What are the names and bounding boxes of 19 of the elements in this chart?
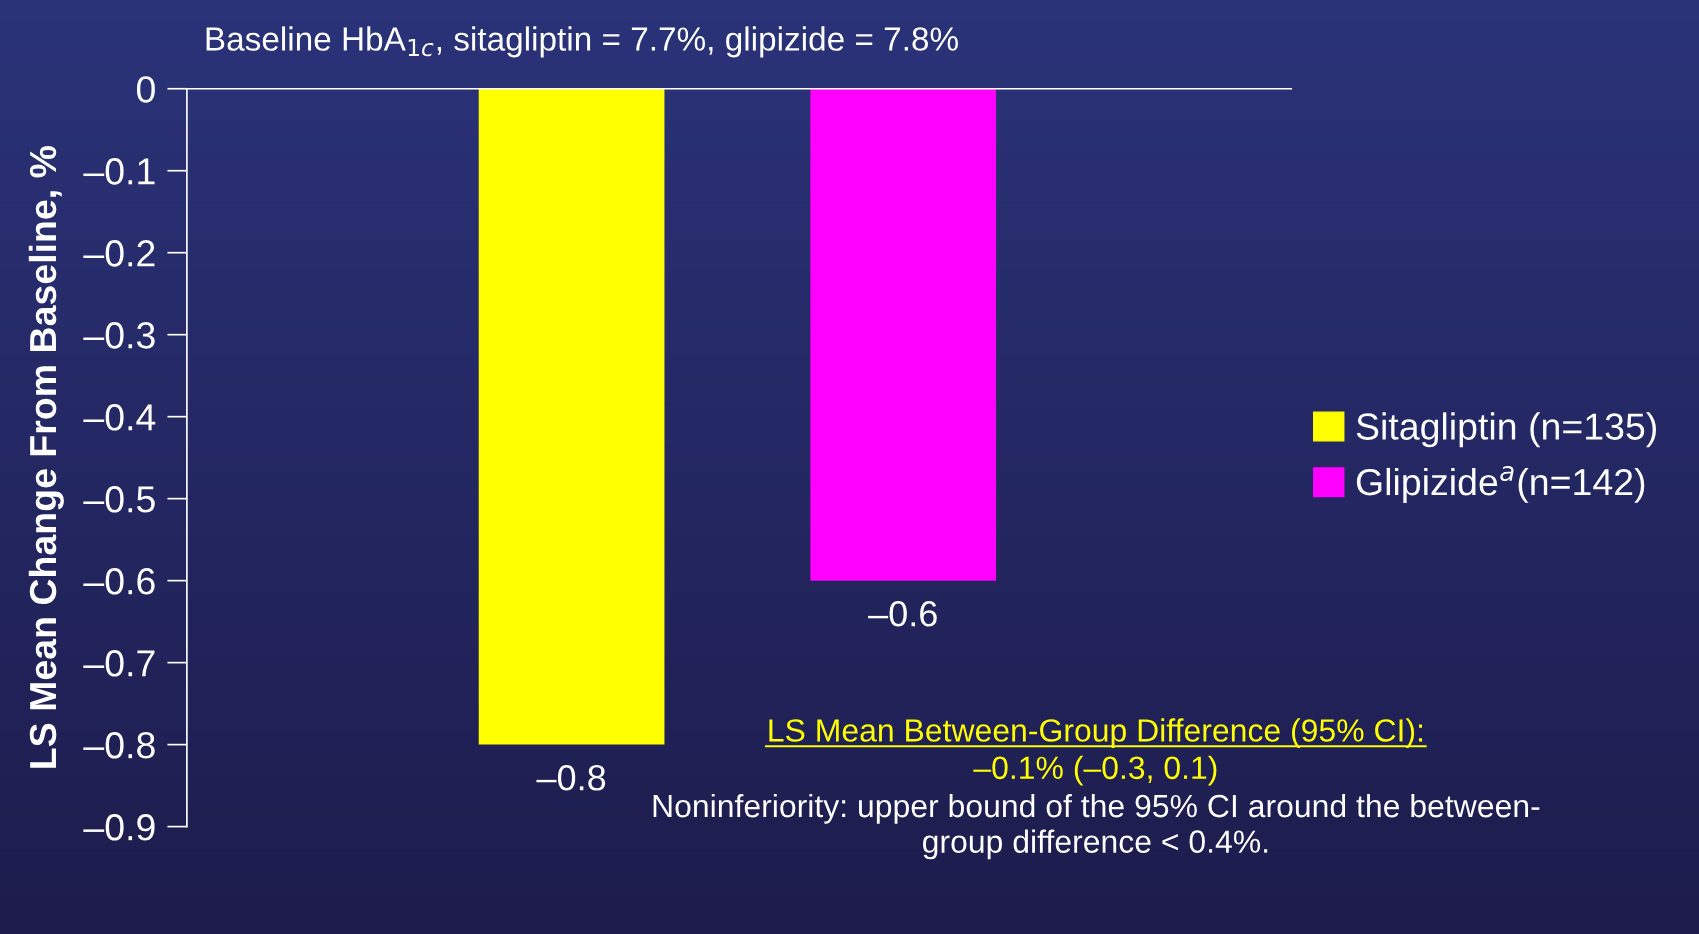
y-tick-label: 0 (136, 76, 155, 103)
annotation: LS Mean Between-Group Difference (95% CI): (769, 718, 1423, 749)
legend-label: Sitagliptin (n=135) (1356, 412, 1656, 448)
annotation: Noninferiority: upper bound of the 95% CI around the between- group difference < 0.4%. (653, 793, 1540, 860)
chart-subtitle: Baseline HbA$_{1c}$, sitagliptin = 7.7%, glipizide = 7.8% (206, 26, 958, 58)
y-tick-label: –0.7 (83, 650, 155, 677)
y-tick-label: –0.1 (83, 158, 155, 185)
y-tick-label: –0.9 (83, 813, 155, 841)
y-tick-label: –0.5 (83, 486, 155, 513)
data-label: –0.6 (868, 601, 937, 627)
y-tick-label: –0.3 (83, 322, 155, 349)
data-label: –0.8 (536, 765, 606, 791)
annotation: –0.1% (–0.3, 0.1) (973, 755, 1217, 786)
legend-label: Glipizide$^{a}$(n=142) (1356, 466, 1645, 503)
y-tick-label: –0.8 (83, 732, 155, 759)
y-axis-title: LS Mean Change From Baseline, % (28, 146, 64, 768)
y-tick-label: –0.2 (83, 240, 155, 267)
y-tick-label: –0.4 (83, 404, 156, 431)
y-tick-label: –0.6 (83, 568, 155, 595)
